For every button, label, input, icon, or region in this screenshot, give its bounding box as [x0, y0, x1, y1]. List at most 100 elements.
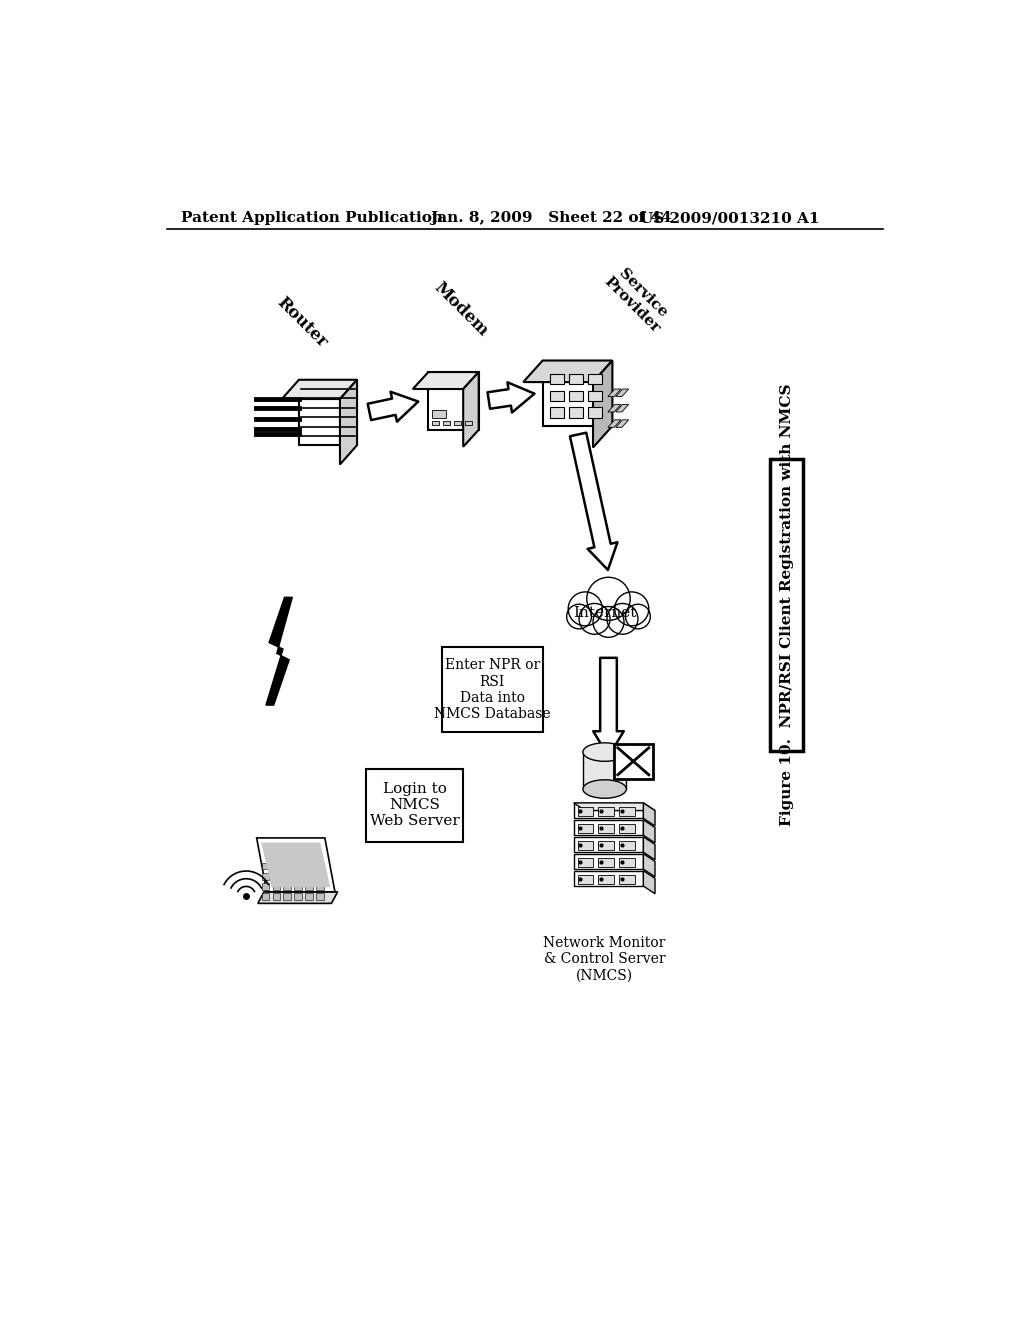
Polygon shape — [257, 838, 335, 892]
Bar — [294, 892, 302, 899]
Bar — [272, 892, 281, 899]
Bar — [294, 883, 302, 890]
FancyArrowPatch shape — [570, 433, 617, 570]
Text: Router: Router — [273, 294, 331, 351]
Bar — [316, 873, 324, 879]
Bar — [583, 752, 627, 789]
Bar — [284, 873, 291, 879]
Bar — [284, 892, 291, 899]
Bar — [620, 875, 635, 884]
Text: Enter NPR or
RSI
Data into
NMCS Database: Enter NPR or RSI Data into NMCS Database — [434, 659, 551, 721]
Bar — [305, 883, 313, 890]
Bar — [367, 768, 463, 842]
Bar — [573, 854, 643, 869]
Text: Service
Provider: Service Provider — [601, 263, 674, 335]
Bar — [305, 892, 313, 899]
Polygon shape — [608, 389, 621, 396]
Circle shape — [566, 605, 592, 628]
Bar — [454, 421, 461, 425]
Bar — [588, 391, 601, 401]
Bar — [573, 871, 643, 886]
Bar — [550, 408, 564, 418]
FancyArrowPatch shape — [368, 392, 418, 421]
Polygon shape — [575, 628, 641, 635]
Bar — [569, 391, 583, 401]
Circle shape — [568, 591, 602, 626]
Bar — [573, 803, 643, 818]
Polygon shape — [340, 380, 357, 465]
Bar — [620, 841, 635, 850]
Bar — [598, 824, 614, 833]
Bar — [262, 892, 269, 899]
Polygon shape — [266, 598, 292, 705]
Bar — [262, 862, 269, 870]
Bar — [284, 883, 291, 890]
Bar — [578, 875, 593, 884]
Polygon shape — [608, 420, 621, 428]
Bar — [578, 807, 593, 816]
Text: Internet: Internet — [573, 606, 636, 619]
Bar — [316, 892, 324, 899]
Bar — [578, 824, 593, 833]
Bar — [588, 408, 601, 418]
Bar — [573, 837, 643, 853]
Polygon shape — [463, 372, 478, 446]
Bar — [272, 862, 281, 870]
Bar — [569, 374, 583, 384]
Text: US 2009/0013210 A1: US 2009/0013210 A1 — [640, 211, 819, 226]
Text: Login to
NMCS
Web Server: Login to NMCS Web Server — [370, 781, 460, 829]
Bar — [465, 421, 472, 425]
Bar — [550, 391, 564, 401]
Bar — [578, 841, 593, 850]
Bar — [294, 862, 302, 870]
Bar — [262, 873, 269, 879]
Polygon shape — [523, 360, 612, 381]
Text: Patent Application Publication: Patent Application Publication — [180, 211, 442, 226]
Polygon shape — [282, 380, 357, 399]
Polygon shape — [643, 820, 655, 843]
Polygon shape — [643, 837, 655, 859]
Bar — [316, 883, 324, 890]
Ellipse shape — [583, 743, 627, 762]
Bar — [443, 421, 450, 425]
Circle shape — [607, 603, 638, 635]
Text: Figure 10.  NPR/RSI Client Registration with NMCS: Figure 10. NPR/RSI Client Registration w… — [779, 384, 794, 826]
Polygon shape — [573, 803, 655, 810]
FancyArrowPatch shape — [593, 657, 624, 756]
Bar — [272, 873, 281, 879]
Circle shape — [579, 603, 610, 635]
Bar — [614, 744, 652, 779]
Bar — [598, 841, 614, 850]
Bar — [442, 647, 543, 733]
Bar — [598, 858, 614, 867]
Bar — [770, 459, 803, 751]
Text: Jan. 8, 2009   Sheet 22 of 44: Jan. 8, 2009 Sheet 22 of 44 — [430, 211, 672, 226]
Bar — [573, 820, 643, 836]
Polygon shape — [299, 380, 357, 445]
Bar — [305, 873, 313, 879]
Bar — [620, 824, 635, 833]
Bar — [284, 862, 291, 870]
Polygon shape — [615, 404, 629, 412]
Polygon shape — [643, 871, 655, 894]
FancyArrowPatch shape — [487, 383, 535, 412]
Polygon shape — [643, 803, 655, 826]
Polygon shape — [258, 892, 338, 903]
Circle shape — [593, 607, 624, 638]
Bar — [294, 873, 302, 879]
Polygon shape — [643, 854, 655, 876]
Bar — [598, 875, 614, 884]
Ellipse shape — [583, 780, 627, 799]
Bar — [578, 858, 593, 867]
Polygon shape — [615, 420, 629, 428]
Bar — [432, 409, 446, 417]
Circle shape — [587, 577, 630, 620]
Polygon shape — [261, 842, 331, 887]
Polygon shape — [413, 372, 478, 389]
Polygon shape — [543, 360, 612, 426]
Bar — [569, 408, 583, 418]
Circle shape — [626, 605, 650, 628]
Text: Modem: Modem — [430, 279, 492, 339]
Bar — [432, 421, 439, 425]
Polygon shape — [593, 360, 612, 447]
